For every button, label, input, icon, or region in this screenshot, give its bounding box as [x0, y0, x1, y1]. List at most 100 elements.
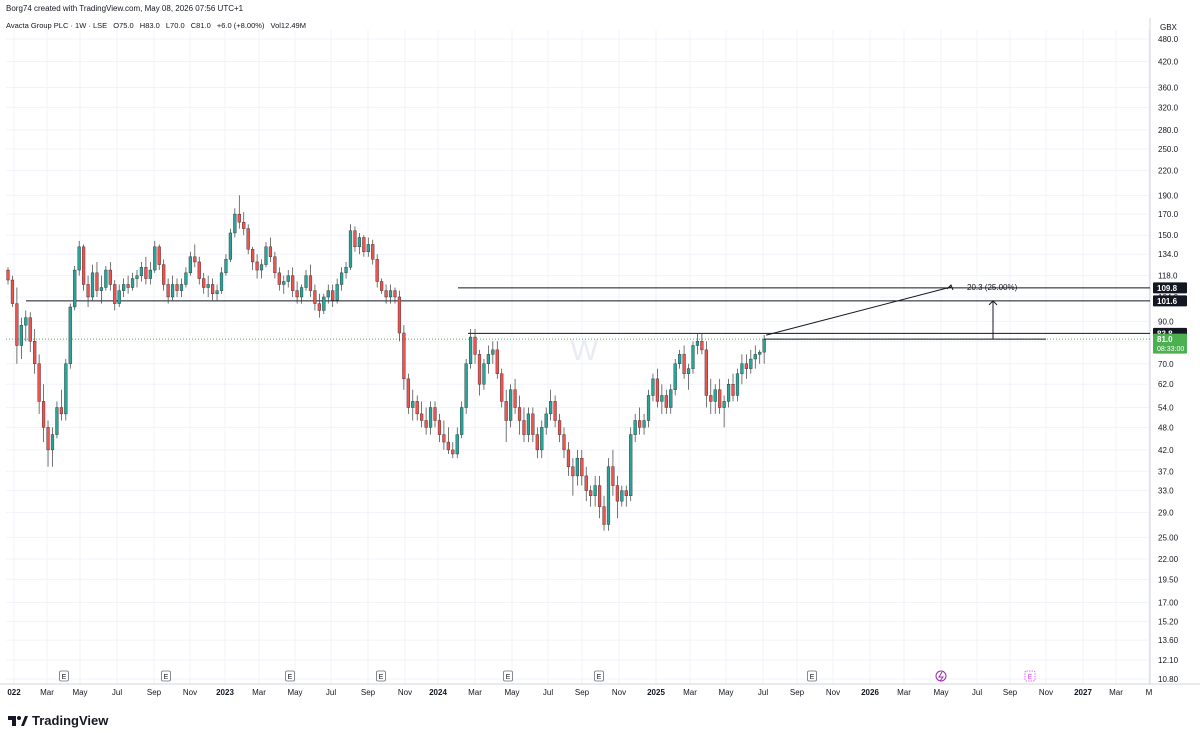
candle[interactable] [268, 237, 273, 262]
candle-series[interactable] [6, 195, 766, 531]
candle[interactable] [233, 208, 237, 238]
candle[interactable] [331, 284, 335, 307]
candle[interactable] [108, 261, 112, 291]
candle[interactable] [726, 378, 731, 408]
price-axis[interactable]: GBX 480.0 420.0 360.0 320.0 280.0 250.0 220.0 19… [1158, 23, 1179, 684]
candle[interactable] [273, 251, 277, 279]
candle[interactable] [535, 427, 539, 459]
candle[interactable] [557, 413, 562, 443]
candle[interactable] [219, 267, 224, 294]
candle[interactable] [73, 265, 77, 311]
candle[interactable] [166, 278, 170, 304]
candle[interactable] [104, 265, 108, 291]
earnings-event-icon[interactable]: E [285, 670, 295, 682]
candle[interactable] [64, 359, 68, 421]
candle[interactable] [753, 345, 757, 369]
candle[interactable] [749, 349, 753, 374]
candle[interactable] [633, 413, 637, 443]
candle[interactable] [428, 401, 433, 435]
candle[interactable] [611, 449, 615, 496]
candle[interactable] [246, 224, 250, 255]
candle[interactable] [197, 256, 201, 285]
candle[interactable] [353, 226, 357, 252]
earnings-event-icon[interactable]: E [59, 670, 69, 682]
candle[interactable] [593, 475, 597, 507]
earnings-event-icon[interactable]: E [161, 670, 171, 682]
candle[interactable] [673, 359, 677, 396]
candle[interactable] [482, 359, 486, 390]
candle[interactable] [473, 329, 477, 364]
candle[interactable] [46, 420, 50, 467]
tradingview-logo[interactable]: TradingView [8, 713, 108, 728]
candle[interactable] [660, 384, 664, 414]
candle[interactable] [19, 317, 23, 359]
candle[interactable] [308, 264, 313, 297]
candle[interactable] [59, 389, 63, 421]
candle[interactable] [184, 267, 188, 288]
candle[interactable] [433, 401, 437, 428]
candle[interactable] [744, 354, 748, 379]
candle[interactable] [709, 378, 713, 414]
candle[interactable] [90, 264, 95, 301]
horizontal-levels[interactable] [6, 287, 1150, 340]
candle[interactable] [402, 325, 406, 390]
candle[interactable] [415, 395, 419, 421]
candle[interactable] [669, 384, 673, 414]
candle[interactable] [615, 475, 619, 519]
candle[interactable] [406, 373, 410, 414]
earnings-event-icon[interactable]: E [594, 670, 604, 682]
candle[interactable] [37, 354, 41, 414]
candle[interactable] [678, 349, 682, 369]
candle[interactable] [700, 332, 704, 355]
candle[interactable] [735, 368, 740, 402]
candle[interactable] [162, 259, 166, 291]
candle[interactable] [455, 427, 459, 459]
candle[interactable] [531, 407, 535, 443]
candle[interactable] [175, 278, 179, 297]
candle[interactable] [597, 475, 602, 519]
candle[interactable] [722, 395, 726, 428]
candle[interactable] [135, 270, 139, 288]
candle[interactable] [553, 395, 557, 428]
candle[interactable] [513, 378, 517, 414]
candle[interactable] [15, 287, 19, 364]
candle[interactable] [242, 212, 246, 236]
candle[interactable] [317, 293, 321, 318]
candle[interactable] [584, 466, 588, 502]
candle[interactable] [340, 267, 344, 291]
candle[interactable] [397, 290, 402, 342]
candle[interactable] [442, 420, 446, 450]
candle[interactable] [286, 270, 290, 288]
candle[interactable] [170, 275, 175, 301]
candle[interactable] [277, 267, 281, 291]
candle[interactable] [157, 244, 161, 271]
future-earnings-icon[interactable]: E [1024, 670, 1036, 682]
candle[interactable] [740, 354, 744, 385]
candle[interactable] [629, 427, 633, 502]
earnings-event-icon[interactable]: E [503, 670, 513, 682]
candle[interactable] [477, 349, 482, 396]
candle[interactable] [335, 278, 339, 304]
candle[interactable] [393, 287, 397, 304]
candle[interactable] [357, 232, 361, 255]
symbol-name[interactable]: Avacta Group PLC · 1W · LSE [6, 21, 108, 30]
candle[interactable] [384, 284, 388, 304]
candle[interactable] [264, 242, 268, 268]
candle[interactable] [517, 395, 522, 435]
candle[interactable] [651, 373, 655, 402]
candle[interactable] [544, 407, 548, 435]
candle[interactable] [322, 293, 326, 315]
candle[interactable] [420, 401, 424, 428]
candle[interactable] [540, 420, 544, 459]
candle[interactable] [228, 228, 232, 262]
candle[interactable] [291, 267, 295, 297]
candle[interactable] [193, 244, 197, 268]
candle[interactable] [33, 329, 37, 374]
candle[interactable] [82, 244, 86, 291]
candle[interactable] [224, 254, 228, 276]
candle[interactable] [500, 368, 504, 408]
candle[interactable] [437, 413, 442, 443]
candle[interactable] [153, 240, 157, 273]
